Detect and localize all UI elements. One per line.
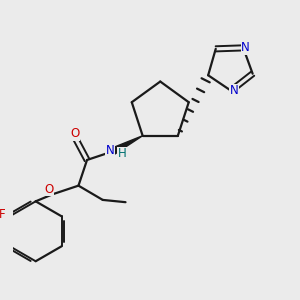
Text: O: O [44,183,53,196]
Text: F: F [0,208,5,221]
Text: H: H [117,147,126,160]
Text: N: N [230,84,239,97]
Polygon shape [111,136,142,154]
Text: N: N [241,41,250,54]
Text: O: O [70,127,80,140]
Text: N: N [106,144,115,157]
